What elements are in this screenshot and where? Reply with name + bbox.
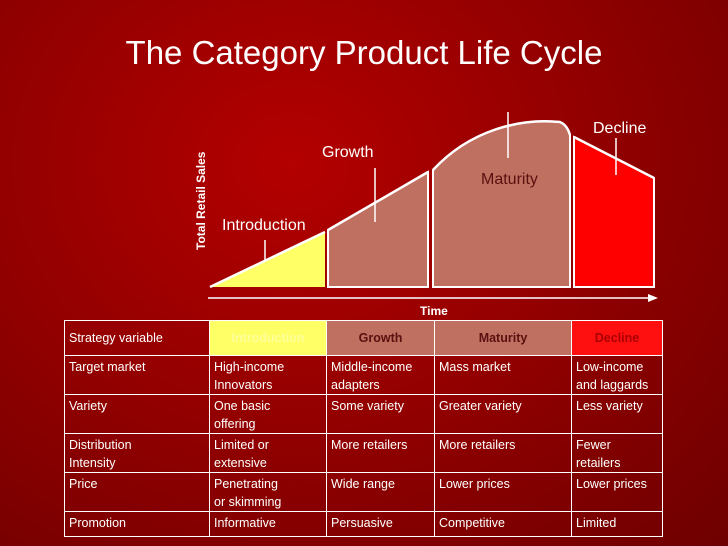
table-cell: Penetrating or skimming [209,472,327,512]
table-cell: Competitive [434,511,572,537]
table-row: Price Penetrating or skimming Wide range Low… [64,472,663,512]
table-cell: More retailers [326,433,435,473]
cell-text-line: Innovators [214,378,273,392]
table-cell: High-income Innovators [209,355,327,395]
cell-text-line: More retailers [439,438,516,452]
table-cell: Informative [209,511,327,537]
table-row: Promotion Informative Persuasive Competitiv… [64,511,663,537]
table-cell: Fewer retailers [571,433,663,473]
page-title: The Category Product Life Cycle [125,34,603,71]
table-row: Target market High-income Innovators Middle… [64,355,663,395]
decline-area [573,135,655,288]
cell-text-line: Some variety [331,399,404,413]
table-row: Distribution Intensity Limited or extensive… [64,433,663,473]
table-cell: Wide range [326,472,435,512]
table-cell: Persuasive [326,511,435,537]
table-cell: One basic offering [209,394,327,434]
cell-text-line: High-income [214,360,285,374]
strategy-table: Strategy variable Introduction Growth Ma… [64,320,663,537]
row-variable-cell: Distribution Intensity [64,433,210,473]
header-introduction: Introduction [209,320,327,356]
cell-text-line: Middle-income [331,360,413,374]
cell-text-line: Fewer [576,438,611,452]
table-cell: Limited or extensive [209,433,327,473]
cell-text-line: and laggards [576,378,649,392]
stage-label-introduction: Introduction [222,217,306,234]
cell-text-line: offering [214,417,256,431]
row-variable-cell: Variety [64,394,210,434]
cell-text-line: Price [69,477,98,491]
cell-text-line: Less variety [576,399,643,413]
cell-text-line: More retailers [331,438,408,452]
cell-text-line: adapters [331,378,380,392]
header-decline: Decline [571,320,663,356]
life-cycle-diagram [209,120,658,302]
table-cell: Some variety [326,394,435,434]
stage-label-decline: Decline [593,120,647,137]
cell-text-line: Wide range [331,477,395,491]
table-cell: Low-income and laggards [571,355,663,395]
cell-text-line: Informative [214,516,276,530]
cell-text-line: Target market [69,360,146,374]
cell-text-line: or skimming [214,495,282,509]
sales-curve [209,120,655,289]
x-axis-label: Time [420,304,448,318]
table-row: Variety One basic offering Some variety Grea… [64,394,663,434]
y-axis-label: Total Retail Sales [194,151,208,250]
cell-text-line: Lower prices [439,477,510,491]
cell-text-line: Competitive [439,516,505,530]
table-cell: Mass market [434,355,572,395]
time-axis-arrow-icon [648,294,658,302]
cell-text-line: One basic [214,399,271,413]
table-cell: Lower prices [571,472,663,512]
row-variable-cell: Target market [64,355,210,395]
cell-text-line: Distribution [69,438,132,452]
cell-text-line: Limited or [214,438,269,452]
header-growth: Growth [326,320,435,356]
table-cell: Limited [571,511,663,537]
cell-text-line: Lower prices [576,477,647,491]
header-maturity: Maturity [434,320,572,356]
table-header-row: Strategy variable Introduction Growth Ma… [64,320,663,356]
cell-text-line: Persuasive [331,516,393,530]
stage-label-maturity: Maturity [481,171,538,188]
header-strategy-variable: Strategy variable [64,320,210,356]
cell-text-line: Low-income [576,360,644,374]
cell-text-line: extensive [214,456,267,470]
row-variable-cell: Price [64,472,210,512]
maturity-area [432,120,571,288]
cell-text-line: retailers [576,456,621,470]
cell-text-line: Greater variety [439,399,522,413]
growth-area [327,170,429,288]
cell-text-line: Variety [69,399,107,413]
table-cell: Middle-income adapters [326,355,435,395]
cell-text-line: Mass market [439,360,511,374]
cell-text-line: Limited [576,516,617,530]
row-variable-cell: Promotion [64,511,210,537]
cell-text-line: Intensity [69,456,116,470]
cell-text-line: Promotion [69,516,126,530]
cell-text-line: Penetrating [214,477,278,491]
table-cell: Greater variety [434,394,572,434]
table-body: Target market High-income Innovators Middle… [64,355,663,537]
stage-label-growth: Growth [322,144,374,161]
table-cell: Less variety [571,394,663,434]
table-cell: Lower prices [434,472,572,512]
table-cell: More retailers [434,433,572,473]
